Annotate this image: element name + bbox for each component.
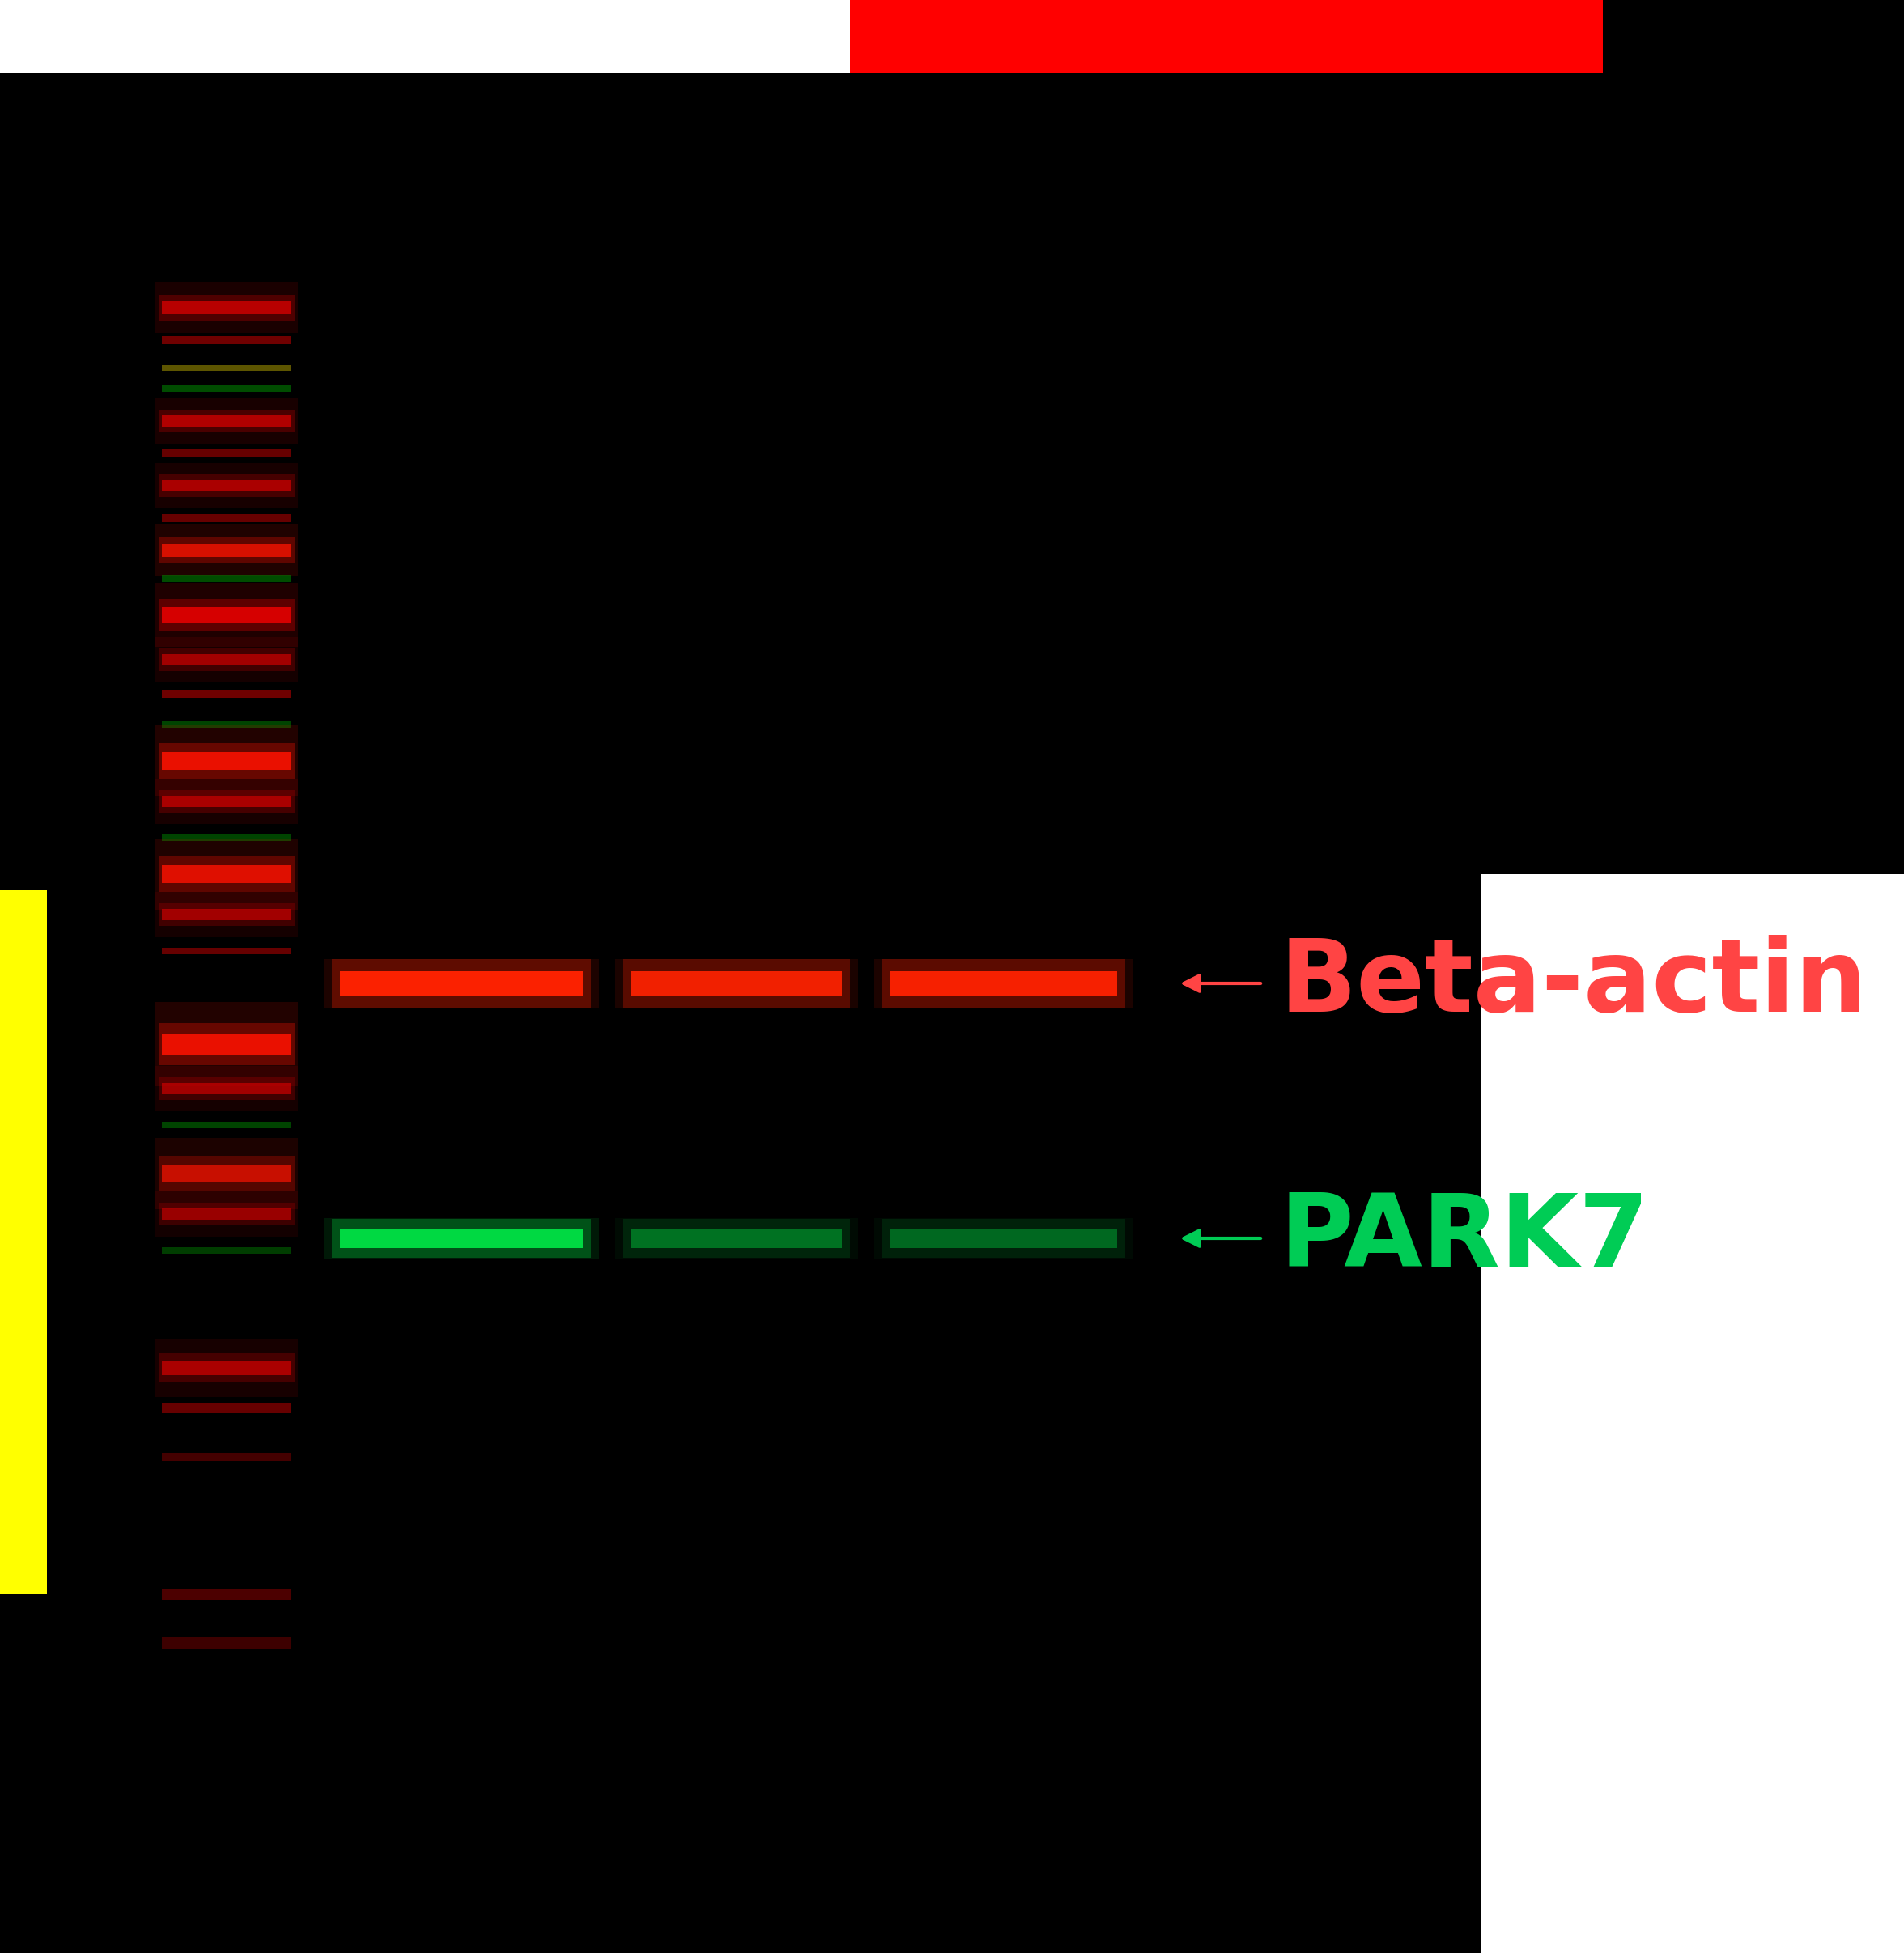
Bar: [156, 893, 297, 937]
Bar: [891, 971, 1118, 996]
Bar: [162, 543, 291, 557]
Bar: [158, 789, 295, 812]
Bar: [632, 971, 842, 996]
Bar: [156, 1191, 297, 1236]
Bar: [158, 1353, 295, 1383]
Bar: [0, 891, 48, 1594]
Bar: [162, 514, 291, 521]
Bar: [162, 1590, 291, 1600]
Bar: [162, 365, 291, 371]
Bar: [158, 855, 295, 893]
Bar: [162, 480, 291, 492]
Bar: [156, 582, 297, 648]
Bar: [158, 410, 295, 432]
Bar: [882, 959, 1125, 1008]
Bar: [162, 576, 291, 582]
Bar: [162, 795, 291, 807]
Bar: [156, 1338, 297, 1396]
Bar: [158, 648, 295, 672]
Bar: [331, 959, 590, 1008]
Bar: [874, 1219, 1133, 1258]
Bar: [162, 1453, 291, 1461]
Bar: [162, 301, 291, 314]
Bar: [162, 947, 291, 955]
Bar: [156, 725, 297, 797]
Bar: [156, 779, 297, 824]
Bar: [162, 1404, 291, 1414]
Bar: [158, 295, 295, 320]
Bar: [156, 525, 297, 576]
Bar: [158, 902, 295, 926]
Bar: [341, 1228, 583, 1248]
Bar: [162, 1209, 291, 1221]
Bar: [162, 691, 291, 699]
Bar: [156, 1066, 297, 1111]
Bar: [615, 959, 859, 1008]
Bar: [156, 637, 297, 682]
Bar: [158, 1023, 295, 1064]
Bar: [156, 838, 297, 910]
Bar: [158, 475, 295, 496]
Bar: [882, 1219, 1125, 1258]
Text: Beta-actin: Beta-actin: [1279, 934, 1866, 1033]
Bar: [162, 385, 291, 393]
Bar: [158, 1203, 295, 1225]
Bar: [162, 752, 291, 769]
Bar: [341, 971, 583, 996]
Bar: [162, 449, 291, 457]
Bar: [623, 959, 849, 1008]
Bar: [158, 742, 295, 779]
Bar: [158, 537, 295, 562]
Bar: [156, 463, 297, 508]
Bar: [162, 908, 291, 920]
Bar: [162, 1361, 291, 1375]
Bar: [849, 0, 1603, 72]
Bar: [156, 1139, 297, 1209]
Bar: [324, 1219, 600, 1258]
Bar: [162, 1121, 291, 1129]
Bar: [156, 281, 297, 334]
Bar: [324, 959, 600, 1008]
Bar: [1481, 875, 1904, 1953]
Bar: [623, 1219, 849, 1258]
Bar: [162, 336, 291, 344]
Bar: [162, 721, 291, 728]
Bar: [158, 1156, 295, 1191]
Bar: [162, 1164, 291, 1182]
Bar: [158, 1078, 295, 1100]
Bar: [162, 1248, 291, 1254]
Bar: [162, 834, 291, 842]
Bar: [162, 416, 291, 426]
Bar: [891, 1228, 1118, 1248]
Bar: [162, 1637, 291, 1650]
Bar: [162, 607, 291, 623]
Bar: [874, 959, 1133, 1008]
Bar: [162, 865, 291, 883]
Bar: [632, 1228, 842, 1248]
Bar: [156, 1002, 297, 1086]
Bar: [0, 0, 849, 72]
Bar: [162, 1033, 291, 1055]
Bar: [615, 1219, 859, 1258]
Bar: [162, 1082, 291, 1094]
Bar: [158, 600, 295, 631]
Bar: [156, 398, 297, 443]
Bar: [331, 1219, 590, 1258]
Text: PARK7: PARK7: [1279, 1189, 1649, 1287]
Bar: [162, 654, 291, 666]
